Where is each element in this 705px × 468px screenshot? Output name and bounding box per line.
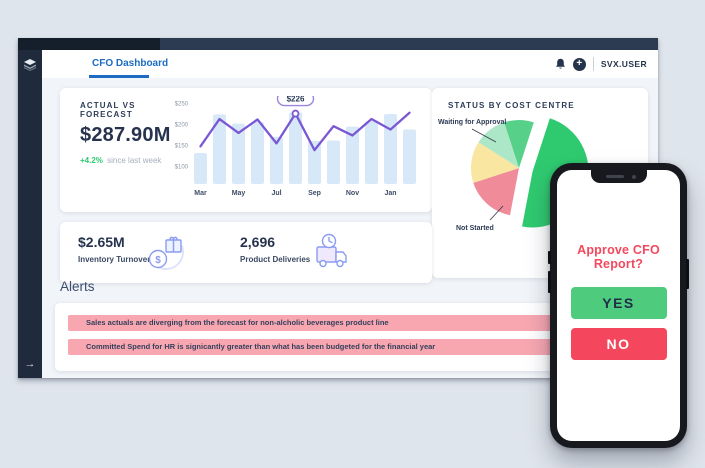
phone-volume-button	[548, 251, 551, 264]
phone-camera	[631, 174, 636, 179]
app-logo-layers-icon	[23, 59, 37, 72]
kpi-card: $2.65M Inventory Turnover $ 2,696 Produc…	[60, 222, 432, 283]
kpi-value-inventory: $2.65M	[78, 234, 125, 250]
svg-text:Nov: Nov	[346, 190, 359, 197]
approval-question: Approve CFO Report?	[577, 243, 660, 271]
pie-card-title: STATUS BY COST CENTRE	[448, 101, 575, 110]
sidebar: →	[18, 50, 42, 378]
alert-item: Committed Spend for HR is signicantly gr…	[68, 339, 645, 355]
active-tab-underline	[89, 75, 149, 78]
alerts-panel: Sales actuals are diverging from the for…	[55, 303, 650, 371]
user-menu[interactable]: SVX.USER	[600, 59, 647, 69]
svg-text:Not Started: Not Started	[456, 225, 494, 232]
header-divider	[592, 57, 594, 71]
approve-no-button[interactable]: NO	[570, 328, 667, 360]
svg-text:$150: $150	[175, 144, 189, 150]
phone-speaker	[605, 175, 624, 178]
delta-badge: +4.2%	[80, 156, 103, 165]
kpi-value-deliveries: 2,696	[240, 234, 276, 250]
svg-text:$100: $100	[175, 165, 189, 171]
svg-text:Sep: Sep	[308, 190, 321, 197]
chart-card-title: ACTUAL VS FORECAST	[80, 101, 136, 119]
bar-line-chart: $250 $200 $150 $100 Mar May Jul Sep Nov Jan $226	[175, 96, 416, 197]
notifications-bell-icon[interactable]	[555, 58, 566, 70]
svg-text:$226: $226	[287, 96, 305, 104]
phone-screen: Approve CFO Report? YES NO	[557, 170, 680, 441]
phone-notch	[590, 170, 647, 183]
svg-text:May: May	[232, 190, 246, 197]
headline-value: $287.90M	[80, 124, 171, 146]
alert-item: Sales actuals are diverging from the for…	[68, 315, 645, 331]
svg-text:Waiting for Approval: Waiting for Approval	[438, 119, 506, 126]
svg-text:Mar: Mar	[194, 190, 207, 197]
svg-text:$250: $250	[175, 102, 189, 108]
add-button[interactable]: +	[572, 57, 586, 71]
kpi-label-inventory: Inventory Turnover	[78, 255, 151, 264]
top-navbar: CFO Dashboard + SVX.USER	[42, 50, 658, 79]
kpi-label-deliveries: Product Deliveries	[240, 255, 311, 264]
window-titlebar	[18, 38, 658, 50]
actual-vs-forecast-card: ACTUAL VS FORECAST $287.90M +4.2% since …	[60, 88, 432, 212]
window-titlebar-tab[interactable]	[18, 38, 160, 50]
sidebar-collapse-arrow-icon[interactable]: →	[24, 358, 36, 370]
approve-yes-button[interactable]: YES	[570, 287, 667, 319]
delivery-truck-icon	[316, 233, 347, 268]
svg-text:$200: $200	[175, 123, 189, 129]
svg-text:Jan: Jan	[384, 190, 396, 197]
svg-text:$: $	[155, 255, 161, 266]
svg-text:Jul: Jul	[271, 190, 281, 197]
phone-volume-button	[548, 271, 551, 293]
coin-gift-icon: $	[148, 234, 184, 270]
alerts-heading: Alerts	[60, 279, 95, 294]
phone-power-button	[686, 259, 689, 289]
tab-cfo-dashboard[interactable]: CFO Dashboard	[92, 58, 169, 69]
delta-note: since last week	[107, 156, 162, 165]
phone-mockup: Approve CFO Report? YES NO	[548, 163, 689, 448]
